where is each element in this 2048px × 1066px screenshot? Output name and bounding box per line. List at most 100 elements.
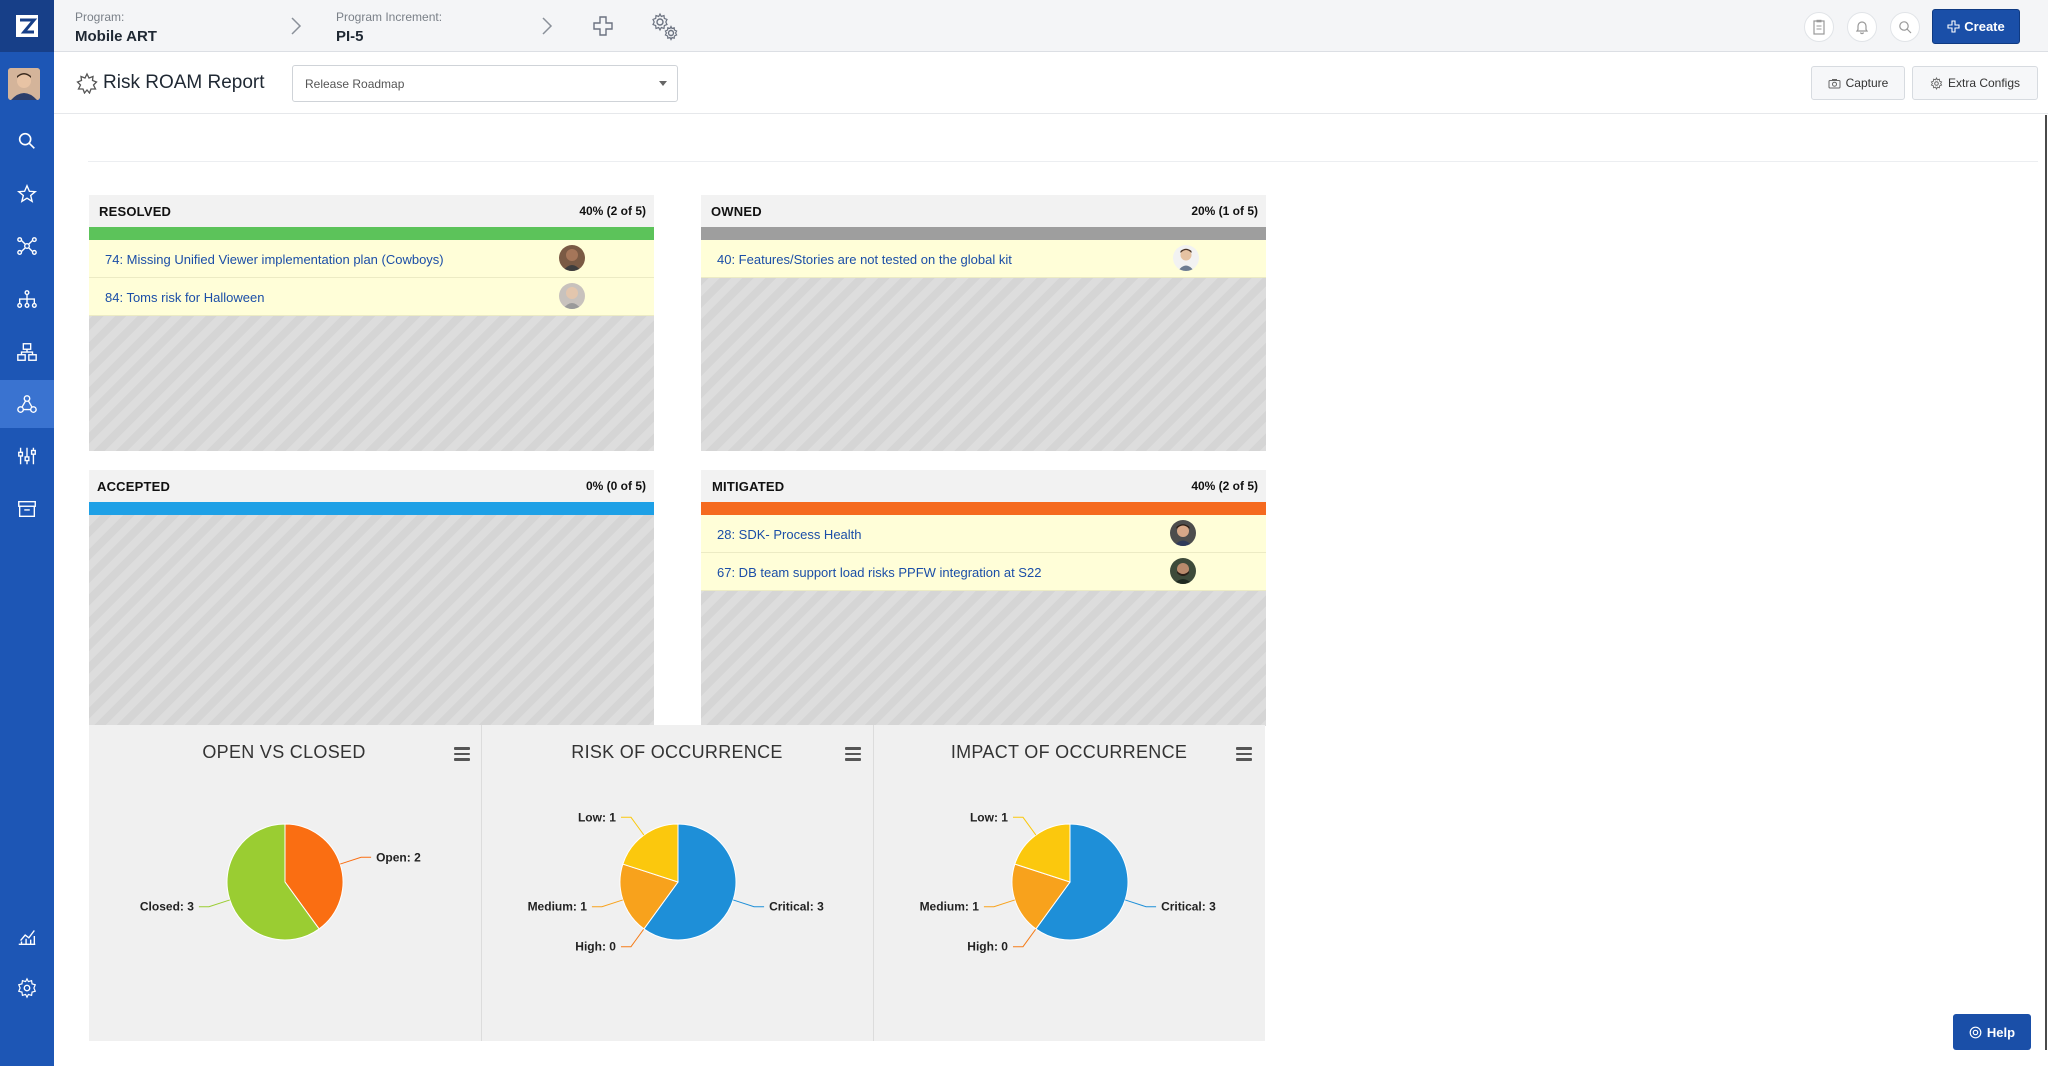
star-icon (16, 184, 38, 203)
quadrant-percent: 20% (1 of 5) (1191, 204, 1258, 218)
chevron-right-icon (291, 17, 302, 35)
increment-breadcrumb[interactable]: Program Increment: PI-5 (336, 10, 442, 45)
avatar (1170, 558, 1196, 584)
settings-icon[interactable] (648, 10, 682, 44)
plus-icon[interactable] (592, 15, 614, 37)
plus-icon (1947, 20, 1960, 33)
pie-slice-low[interactable] (1014, 823, 1071, 883)
search-icon (1899, 21, 1912, 34)
pie-label: Critical: 3 (769, 900, 824, 914)
pie-connector (1012, 928, 1037, 948)
sliders-icon (18, 447, 36, 465)
avatar (1170, 520, 1196, 546)
sidebar-analytics[interactable] (0, 913, 54, 959)
archive-icon (18, 500, 36, 518)
sidebar-sliders[interactable] (0, 433, 54, 479)
avatar (1173, 245, 1199, 271)
pie-label: Low: 1 (578, 810, 616, 824)
chart-menu-button[interactable] (451, 745, 473, 763)
pie-slice-low[interactable] (622, 823, 679, 883)
gear-icon (1930, 76, 1943, 90)
program-value: Mobile ART (75, 28, 157, 45)
pie-connector (1012, 816, 1037, 836)
chart-title: RISK OF OCCURRENCE (571, 742, 783, 762)
scroll-edge (2045, 115, 2047, 1050)
sidebar-archive[interactable] (0, 486, 54, 532)
quadrant-title: ACCEPTED (97, 479, 171, 494)
roam-icon (17, 395, 37, 413)
risk-link[interactable]: 84: Toms risk for Halloween (105, 290, 265, 305)
quadrant-header: ACCEPTED 0% (0 of 5) (89, 470, 654, 502)
clipboard-button[interactable] (1804, 12, 1834, 42)
divider (88, 161, 2038, 162)
risk-item[interactable]: 84: Toms risk for Halloween (89, 278, 654, 316)
sidebar-roam[interactable] (0, 380, 54, 428)
pie-slice-medium[interactable] (619, 863, 679, 930)
quadrant-color-bar (89, 227, 654, 240)
pie-slice-critical[interactable] (643, 823, 737, 941)
pie-slice-open[interactable] (284, 823, 344, 930)
create-button[interactable]: Create (1932, 9, 2020, 44)
risk-link[interactable]: 28: SDK- Process Health (717, 527, 862, 542)
pie-connector (1125, 899, 1157, 908)
pie-label: High: 0 (575, 940, 616, 954)
org-chart-icon (17, 343, 37, 361)
sidebar-org[interactable] (0, 329, 54, 375)
risk-item[interactable]: 74: Missing Unified Viewer implementatio… (89, 240, 654, 278)
sidebar (0, 0, 54, 1066)
risk-item[interactable]: 28: SDK- Process Health (701, 515, 1266, 553)
search-icon (18, 132, 35, 149)
quadrant-mitigated: MITIGATED 40% (2 of 5) 28: SDK- Process … (701, 470, 1266, 726)
quadrant-color-bar (701, 227, 1266, 240)
risk-link[interactable]: 67: DB team support load risks PPFW inte… (717, 565, 1042, 580)
chart-risk-of-occurrence: RISK OF OCCURRENCE Critical: 3 High: 0 Med… (482, 725, 872, 1041)
help-icon (1969, 1026, 1982, 1038)
pie-slice-closed[interactable] (226, 823, 320, 941)
pie-connector (340, 856, 372, 865)
risk-item[interactable]: 67: DB team support load risks PPFW inte… (701, 553, 1266, 591)
quadrant-resolved: RESOLVED 40% (2 of 5) 74: Missing Unifie… (89, 195, 654, 451)
quadrant-percent: 0% (0 of 5) (585, 479, 646, 493)
charts-panel: OPEN VS CLOSED Open: 2 Closed: 3 RISK OF … (89, 725, 1265, 1041)
roam-report-icon (76, 72, 98, 94)
app-logo[interactable] (0, 0, 54, 52)
camera-icon (1828, 78, 1841, 88)
pie-label: High: 0 (967, 940, 1008, 954)
program-breadcrumb[interactable]: Program: Mobile ART (75, 10, 157, 45)
pie-label: Open: 2 (376, 850, 421, 864)
risk-item[interactable]: 40: Features/Stories are not tested on t… (701, 240, 1266, 278)
pie-chart: Critical: 3 High: 0 Medium: 1 Low: 1 (920, 810, 1217, 954)
risk-link[interactable]: 40: Features/Stories are not tested on t… (717, 252, 1012, 267)
capture-button[interactable]: Capture (1811, 66, 1905, 100)
roadmap-select[interactable]: Release Roadmap (292, 65, 678, 102)
sidebar-network[interactable] (0, 223, 54, 269)
extra-configs-button[interactable]: Extra Configs (1912, 66, 2038, 100)
pie-label: Closed: 3 (140, 900, 194, 914)
sidebar-hierarchy[interactable] (0, 276, 54, 322)
search-button[interactable] (1890, 12, 1920, 42)
sidebar-favorites[interactable] (0, 171, 54, 217)
quadrant-color-bar (89, 502, 654, 515)
risk-link[interactable]: 74: Missing Unified Viewer implementatio… (105, 252, 444, 267)
user-avatar[interactable] (8, 68, 40, 100)
chart-menu-button[interactable] (842, 745, 864, 763)
logo-icon (16, 15, 38, 37)
chart-open-vs-closed: OPEN VS CLOSED Open: 2 Closed: 3 (89, 725, 479, 1041)
notifications-button[interactable] (1847, 12, 1877, 42)
quadrant-percent: 40% (2 of 5) (1191, 479, 1258, 493)
chart-menu-button[interactable] (1233, 745, 1255, 763)
pie-slice-critical[interactable] (1035, 823, 1129, 941)
pie-connector (591, 899, 623, 908)
chevron-right-icon (542, 17, 553, 35)
sidebar-settings[interactable] (0, 965, 54, 1011)
chart-title: OPEN VS CLOSED (202, 742, 366, 762)
pie-slice-medium[interactable] (1011, 863, 1071, 930)
quadrant-accepted: ACCEPTED 0% (0 of 5) (89, 470, 654, 726)
quadrant-title: MITIGATED (712, 479, 785, 494)
chart-separator (873, 725, 874, 1041)
capture-label: Capture (1845, 76, 1889, 90)
quadrant-header: MITIGATED 40% (2 of 5) (701, 470, 1266, 502)
clipboard-icon (1813, 19, 1825, 35)
sidebar-search[interactable] (0, 118, 54, 164)
help-button[interactable]: Help (1953, 1014, 2031, 1050)
